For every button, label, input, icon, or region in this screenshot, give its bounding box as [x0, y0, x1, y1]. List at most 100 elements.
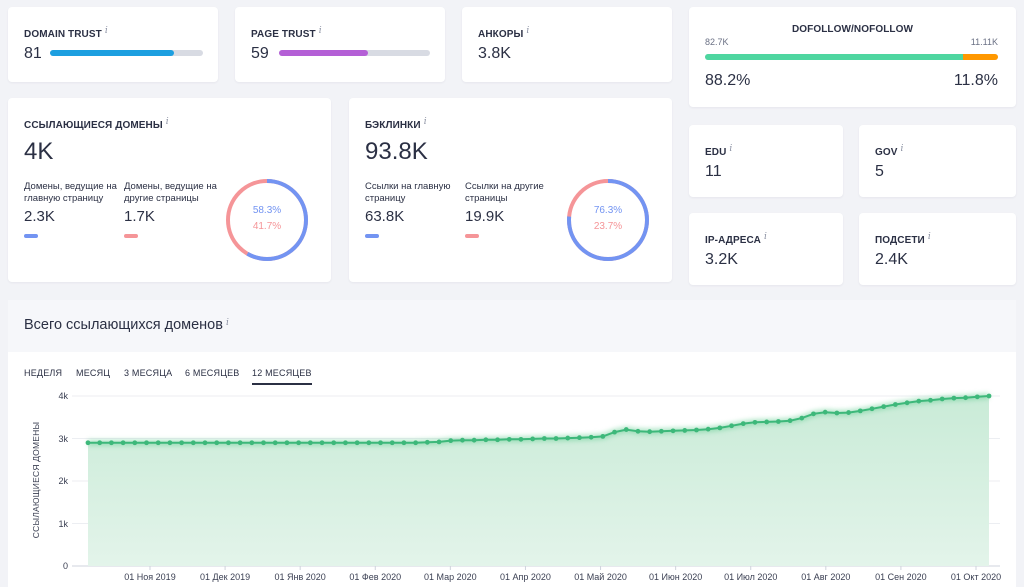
data-point[interactable] — [261, 440, 266, 446]
data-point[interactable] — [717, 425, 723, 431]
data-point[interactable] — [928, 397, 933, 403]
data-point[interactable] — [331, 440, 337, 446]
tab-6-months[interactable]: 6 МЕСЯЦЕВ — [185, 368, 240, 378]
data-point[interactable] — [296, 440, 302, 446]
data-point[interactable] — [682, 428, 688, 433]
data-point[interactable] — [85, 440, 91, 446]
data-point[interactable] — [518, 436, 524, 442]
data-point[interactable] — [202, 440, 208, 446]
data-point[interactable] — [179, 440, 185, 446]
data-point[interactable] — [214, 440, 220, 446]
data-point[interactable] — [658, 428, 664, 434]
data-point[interactable] — [740, 421, 746, 427]
info-icon[interactable]: i — [165, 117, 169, 127]
data-point[interactable] — [869, 406, 875, 412]
data-point[interactable] — [892, 402, 898, 407]
data-point[interactable] — [729, 423, 734, 429]
data-point[interactable] — [775, 419, 781, 424]
info-icon[interactable]: i — [900, 144, 904, 154]
edu-value: 11 — [705, 163, 722, 180]
data-point[interactable] — [600, 433, 606, 439]
data-point[interactable] — [834, 410, 840, 416]
data-point[interactable] — [530, 436, 536, 442]
data-point[interactable] — [612, 429, 617, 435]
data-point[interactable] — [694, 427, 699, 433]
data-point[interactable] — [974, 394, 980, 400]
data-point[interactable] — [857, 408, 863, 414]
data-point[interactable] — [284, 440, 290, 446]
info-icon[interactable]: i — [526, 26, 530, 36]
data-point[interactable] — [413, 440, 419, 446]
data-point[interactable] — [506, 436, 512, 442]
data-point[interactable] — [97, 440, 103, 446]
ref-domains-other-pct: 41.7% — [252, 221, 282, 232]
data-point[interactable] — [249, 440, 255, 446]
data-point[interactable] — [799, 415, 805, 421]
tab-week[interactable]: НЕДЕЛЯ — [24, 368, 63, 378]
data-point[interactable] — [623, 427, 629, 432]
data-point[interactable] — [483, 437, 489, 443]
data-point[interactable] — [588, 434, 594, 440]
data-point[interactable] — [132, 440, 138, 446]
data-point[interactable] — [904, 400, 910, 406]
data-point[interactable] — [424, 439, 430, 445]
data-point[interactable] — [939, 396, 945, 402]
data-point[interactable] — [822, 409, 828, 415]
tab-month[interactable]: МЕСЯЦ — [76, 368, 111, 378]
domain-trust-value: 81 — [24, 45, 42, 62]
data-point[interactable] — [495, 437, 500, 443]
tab-12-months[interactable]: 12 МЕСЯЦЕВ — [252, 368, 312, 385]
data-point[interactable] — [647, 429, 653, 435]
data-point[interactable] — [448, 438, 454, 444]
info-icon[interactable]: i — [763, 232, 767, 242]
data-point[interactable] — [670, 428, 676, 434]
data-point[interactable] — [237, 440, 243, 446]
page-trust-bar-fill — [279, 50, 369, 56]
data-point[interactable] — [436, 439, 442, 445]
tab-3-months[interactable]: 3 МЕСЯЦА — [124, 368, 173, 378]
data-point[interactable] — [389, 440, 395, 446]
data-point[interactable] — [378, 440, 383, 446]
data-point[interactable] — [190, 440, 196, 446]
data-point[interactable] — [354, 440, 360, 446]
data-point[interactable] — [553, 436, 559, 441]
data-point[interactable] — [916, 398, 922, 404]
info-icon[interactable]: i — [318, 26, 322, 36]
info-icon[interactable]: i — [729, 144, 733, 154]
data-point[interactable] — [471, 437, 477, 443]
data-point[interactable] — [764, 419, 770, 425]
info-icon[interactable]: i — [423, 117, 427, 127]
data-point[interactable] — [951, 395, 957, 401]
edu-card: EDU i 11 — [689, 125, 843, 197]
data-point[interactable] — [226, 440, 231, 446]
data-point[interactable] — [460, 437, 465, 443]
data-point[interactable] — [705, 426, 711, 432]
data-point[interactable] — [401, 440, 407, 446]
data-point[interactable] — [881, 404, 887, 410]
data-point[interactable] — [366, 440, 372, 446]
data-point[interactable] — [811, 411, 816, 417]
data-point[interactable] — [155, 440, 161, 446]
data-point[interactable] — [963, 395, 968, 401]
data-point[interactable] — [846, 410, 851, 415]
data-point[interactable] — [307, 440, 313, 446]
data-point[interactable] — [343, 440, 348, 446]
data-point[interactable] — [167, 440, 173, 446]
info-icon[interactable]: i — [225, 318, 229, 328]
data-point[interactable] — [319, 440, 325, 446]
data-point[interactable] — [752, 419, 758, 425]
data-point[interactable] — [986, 393, 992, 399]
data-point[interactable] — [272, 440, 278, 446]
data-point[interactable] — [541, 436, 547, 441]
data-point[interactable] — [577, 435, 582, 441]
ref-domains-other-marker — [124, 234, 138, 238]
data-point[interactable] — [635, 428, 641, 434]
data-point[interactable] — [565, 435, 571, 441]
data-point[interactable] — [787, 418, 793, 424]
data-point[interactable] — [144, 440, 149, 446]
data-point[interactable] — [120, 440, 126, 446]
data-point[interactable] — [109, 440, 114, 446]
page-trust-card: PAGE TRUST i 59 — [235, 7, 445, 82]
info-icon[interactable]: i — [927, 232, 931, 242]
info-icon[interactable]: i — [104, 26, 108, 36]
